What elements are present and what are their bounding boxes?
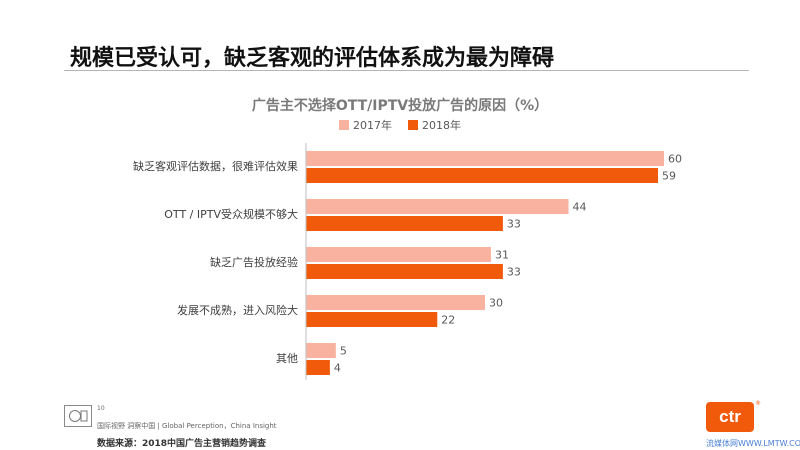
legend-swatch-2018 — [408, 120, 418, 130]
legend-label-2018: 2018年 — [422, 119, 461, 132]
bar-2017 — [306, 199, 569, 214]
certification-icon — [69, 410, 88, 422]
legend-item-2017: 2017年 — [339, 117, 392, 133]
bar-2018 — [306, 168, 659, 183]
title-divider — [64, 70, 749, 71]
chart-title: 广告主不选择OTT/IPTV投放广告的原因（%） — [251, 98, 549, 114]
category-label: 缺乏广告投放经验 — [210, 255, 298, 269]
data-label: 44 — [573, 201, 587, 214]
legend-label-2017: 2017年 — [353, 119, 392, 132]
data-label: 60 — [668, 153, 682, 166]
data-label: 31 — [495, 249, 509, 262]
watermark: 流媒体网WWW.LMTW.COM — [706, 439, 800, 448]
data-label: 33 — [507, 218, 521, 231]
legend-swatch-2017 — [339, 120, 349, 130]
data-label: 30 — [489, 297, 503, 310]
bar-2017 — [306, 295, 485, 310]
footer-tagline: 国际视野 洞察中国 | Global Perception，China Insi… — [97, 422, 277, 430]
bar-2017 — [306, 247, 491, 262]
slide-title: 规模已受认可，缺乏客观的评估体系成为最为障碍 — [70, 46, 555, 71]
data-label: 59 — [662, 170, 676, 183]
ctr-logo: ctr — [706, 402, 754, 432]
legend-item-2018: 2018年 — [408, 117, 461, 133]
bar-2018 — [306, 312, 438, 327]
page-number: 10 — [97, 405, 105, 412]
category-label: 发展不成熟，进入风险大 — [177, 303, 298, 317]
data-label: 5 — [340, 345, 347, 358]
data-label: 22 — [441, 314, 455, 327]
data-label: 33 — [507, 266, 521, 279]
certification-logo — [64, 405, 92, 427]
bar-2018 — [306, 360, 330, 375]
data-source: 数据来源：2018中国广告主营销趋势调查 — [97, 439, 267, 449]
data-label: 4 — [334, 362, 341, 375]
category-label: OTT / IPTV受众规模不够大 — [164, 207, 298, 221]
bar-2017 — [306, 151, 664, 166]
chart-legend: 2017年 2018年 — [0, 117, 800, 133]
bar-2018 — [306, 264, 503, 279]
bar-2017 — [306, 343, 336, 358]
bar-2018 — [306, 216, 503, 231]
category-label: 其他 — [276, 352, 298, 365]
category-label: 缺乏客观评估数据，很难评估效果 — [133, 159, 298, 173]
registered-mark: ® — [755, 400, 761, 407]
